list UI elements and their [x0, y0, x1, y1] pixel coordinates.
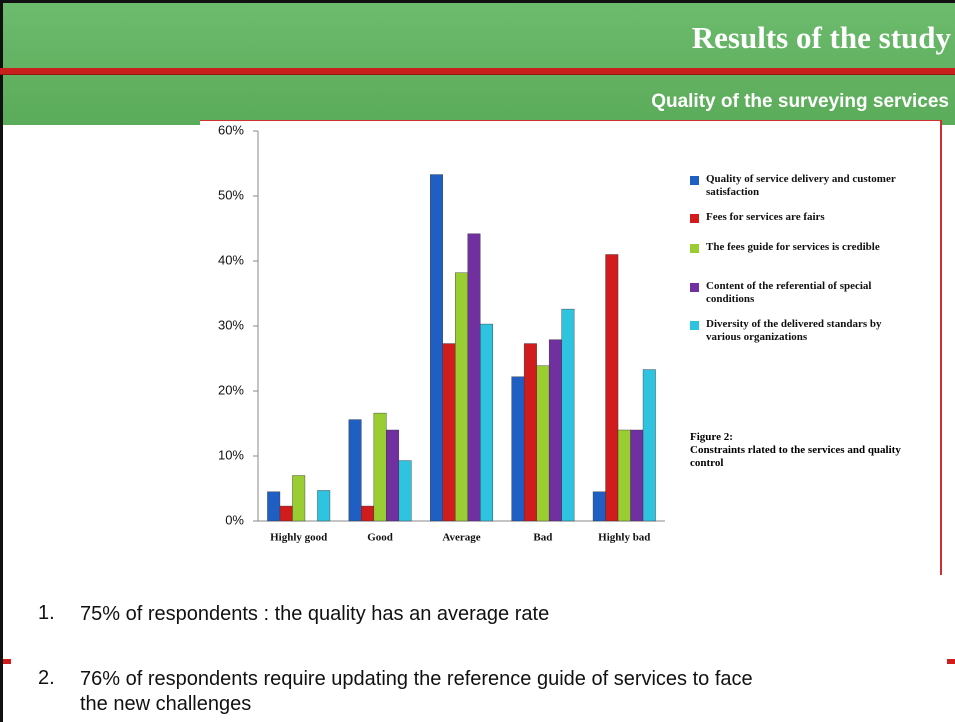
y-tick-label: 40%	[218, 252, 244, 267]
y-tick-label: 20%	[218, 382, 244, 397]
bullet-number: 1.	[38, 602, 55, 624]
bullet-text: 75% of respondents : the quality has an …	[80, 603, 550, 625]
bar	[348, 419, 362, 522]
slide-title: Results of the study	[691, 20, 951, 55]
bar	[480, 323, 493, 522]
header-rule	[0, 68, 955, 75]
bar	[536, 365, 550, 522]
header-band	[0, 0, 955, 125]
bar	[292, 475, 306, 522]
legend-swatch	[690, 176, 699, 185]
bar	[592, 491, 606, 522]
bar	[467, 233, 481, 522]
x-tick-label: Good	[367, 532, 393, 544]
bar	[511, 376, 525, 522]
bar	[605, 254, 619, 522]
bar	[267, 491, 281, 522]
bar	[548, 339, 562, 522]
bar	[317, 490, 331, 522]
legend-label: Fees for services are fairs	[706, 211, 825, 223]
x-tick-label: Average	[442, 532, 480, 544]
legend-swatch	[690, 283, 699, 292]
slide-subtitle: Quality of the surveying services	[651, 91, 949, 112]
bar	[398, 460, 412, 522]
bar	[361, 505, 375, 522]
bar	[617, 429, 631, 522]
bar	[373, 412, 387, 522]
bar	[430, 174, 443, 522]
x-tick-label: Highly good	[270, 532, 327, 544]
bar	[442, 343, 456, 522]
legend-swatch	[690, 214, 699, 223]
bar	[455, 272, 468, 522]
bullet-number: 2.	[38, 667, 55, 689]
legend-swatch	[690, 244, 699, 253]
y-tick-label: 30%	[218, 317, 244, 332]
bar	[561, 308, 575, 522]
y-tick-label: 50%	[218, 187, 244, 202]
caption-label: Figure 2:	[690, 431, 733, 443]
y-tick-label: 10%	[218, 447, 244, 462]
bullet-text: 76% of respondents require updating the …	[80, 668, 753, 715]
bar	[630, 429, 644, 522]
decor-mark	[3, 659, 11, 664]
caption-text: Constraints rlated to the services and q…	[690, 444, 901, 469]
x-tick-label: Highly bad	[598, 532, 650, 544]
decor-mark	[947, 659, 955, 664]
bar	[386, 429, 400, 522]
bar	[279, 505, 293, 522]
y-tick-label: 0%	[225, 512, 244, 527]
y-tick-label: 60%	[218, 122, 244, 137]
x-tick-label: Bad	[533, 532, 552, 544]
legend-label: The fees guide for services is credible	[706, 241, 880, 253]
legend-swatch	[690, 321, 699, 330]
legend-label: Quality of service delivery and customer…	[706, 173, 896, 198]
bar	[642, 369, 656, 522]
legend-label: Content of the referential of special co…	[706, 280, 872, 305]
legend-label: Diversity of the delivered standars by v…	[706, 318, 882, 343]
bar	[523, 343, 537, 522]
slide-border	[0, 0, 3, 722]
